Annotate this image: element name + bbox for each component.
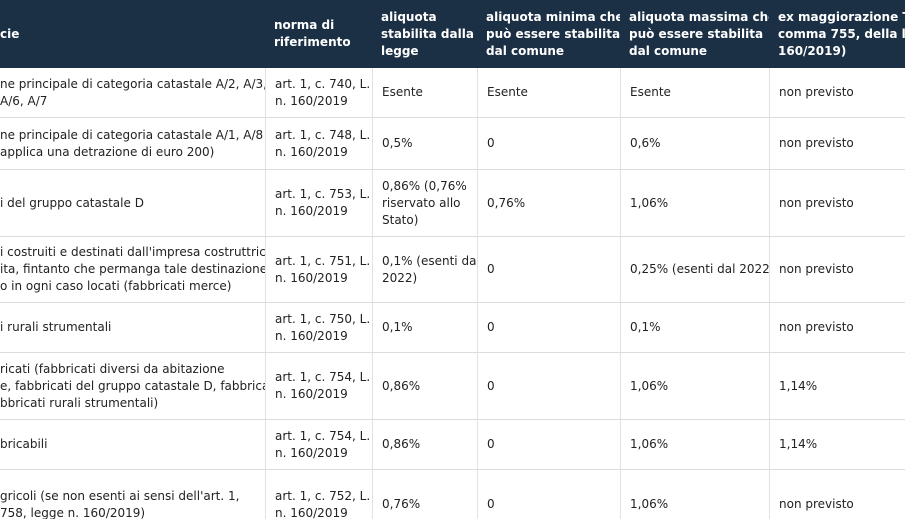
table-cell: 1,06%	[620, 420, 769, 469]
table-row: gricoli (se non esenti ai sensi dell'art…	[0, 470, 905, 519]
table-cell: 1,14%	[769, 353, 905, 419]
table-cell: non previsto	[769, 170, 905, 236]
header-cell: aliquota massima che può essere stabilit…	[629, 9, 769, 58]
table-cell: 0,25% (esenti dal 2022)	[620, 237, 769, 302]
table-cell: art. 1, c. 753, L. n. 160/2019	[265, 170, 372, 236]
table-cell: 0,1%	[372, 303, 477, 352]
table-cell: 0,1%	[620, 303, 769, 352]
table-cell: 0,86% (0,76% riservato allo Stato)	[372, 170, 477, 236]
table-cell: 0	[477, 353, 620, 419]
table-cell: art. 1, c. 752, L. n. 160/2019	[265, 470, 372, 519]
header-cell: norma di riferimento	[274, 18, 351, 49]
table-cell: art. 1, c. 750, L. n. 160/2019	[265, 303, 372, 352]
table-cell: 0	[477, 118, 620, 169]
table-cell: 0,86%	[372, 420, 477, 469]
table-cell: non previsto	[769, 237, 905, 302]
table-cell: 0	[477, 470, 620, 519]
table-cell: 0	[477, 303, 620, 352]
table-cell: 0	[477, 420, 620, 469]
table-row: ricati (fabbricati diversi da abitazione…	[0, 353, 905, 420]
table-cell: 0,6%	[620, 118, 769, 169]
table-cell: 0,5%	[372, 118, 477, 169]
table-cell: non previsto	[769, 118, 905, 169]
header-cell: aliquota minima che può essere stabilita…	[486, 9, 620, 58]
table-row: i costruiti e destinati dall'impresa cos…	[0, 237, 905, 303]
table-cell: i costruiti e destinati dall'impresa cos…	[0, 245, 265, 293]
header-cell: ex maggiorazione Tas comma 755, della le…	[778, 9, 905, 58]
table-cell: bricabili	[0, 437, 48, 451]
table-cell: ne principale di categoria catastale A/2…	[0, 76, 265, 108]
table-cell: 1,06%	[620, 470, 769, 519]
table-row: i del gruppo catastale D art. 1, c. 753, …	[0, 170, 905, 237]
table-cell: i rurali strumentali	[0, 320, 112, 334]
table-cell: 0,86%	[372, 353, 477, 419]
header-cell: aliquota stabilita dalla legge	[381, 9, 474, 58]
table-row: ne principale di categoria catastale A/2…	[0, 68, 905, 118]
table-cell: gricoli (se non esenti ai sensi dell'art…	[0, 488, 240, 519]
table-cell: 1,06%	[620, 170, 769, 236]
table-cell: 0,1% (esenti dal 2022)	[372, 237, 477, 302]
table-cell: Esente	[477, 68, 620, 117]
table-cell: 1,06%	[620, 353, 769, 419]
table-cell: 0	[477, 237, 620, 302]
table-cell: art. 1, c. 754, L. n. 160/2019	[265, 420, 372, 469]
header-row: cie norma di riferimento aliquota stabilit…	[0, 0, 905, 68]
table-cell: art. 1, c. 754, L. n. 160/2019	[265, 353, 372, 419]
table-cell: art. 1, c. 740, L. n. 160/2019	[265, 68, 372, 117]
table-row: bricabili art. 1, c. 754, L. n. 160/2019 0…	[0, 420, 905, 470]
table-cell: art. 1, c. 748, L. n. 160/2019	[265, 118, 372, 169]
table-cell: 0,76%	[372, 470, 477, 519]
table-cell: 1,14%	[769, 420, 905, 469]
table-cell: i del gruppo catastale D	[0, 195, 144, 210]
table-cell: Esente	[372, 68, 477, 117]
table-cell: ricati (fabbricati diversi da abitazione…	[0, 361, 265, 410]
table-cell: non previsto	[769, 470, 905, 519]
table-cell: non previsto	[769, 303, 905, 352]
table-cell: Esente	[620, 68, 769, 117]
table-cell: non previsto	[769, 68, 905, 117]
header-cell: cie	[0, 26, 20, 41]
table-cell: art. 1, c. 751, L. n. 160/2019	[265, 237, 372, 302]
table-cell: ne principale di categoria catastale A/1…	[0, 127, 264, 159]
table-row: ne principale di categoria catastale A/1…	[0, 118, 905, 170]
table-row: i rurali strumentali art. 1, c. 750, L. n…	[0, 303, 905, 353]
table-cell: 0,76%	[477, 170, 620, 236]
